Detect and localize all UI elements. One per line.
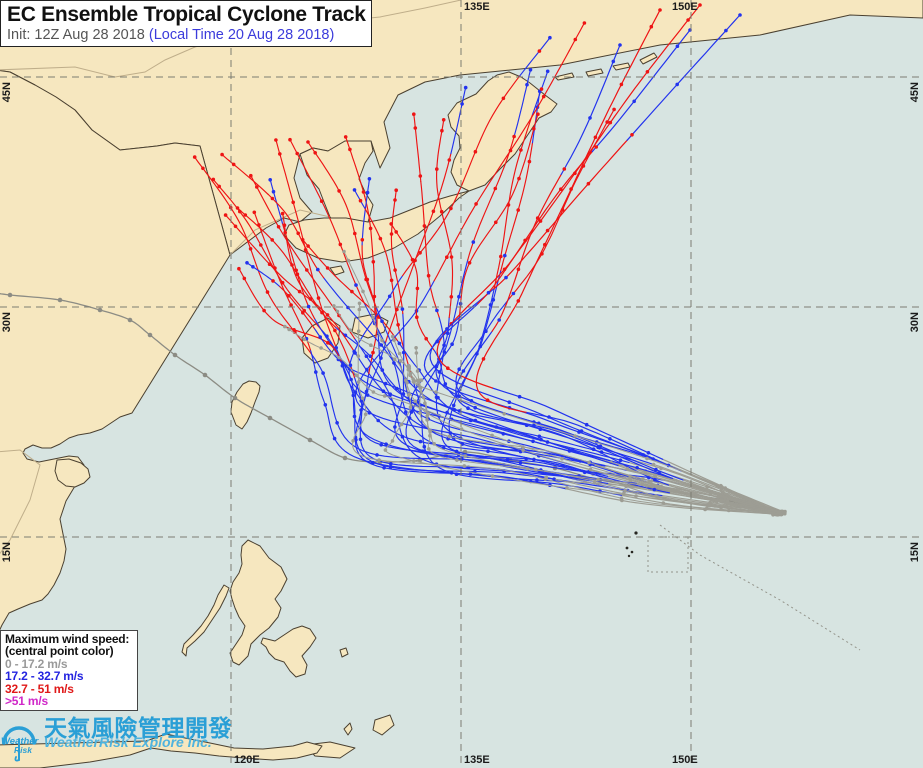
svg-text:30N: 30N bbox=[909, 312, 921, 332]
svg-text:Risk: Risk bbox=[14, 745, 33, 755]
svg-text:150E: 150E bbox=[672, 754, 698, 766]
svg-text:135E: 135E bbox=[464, 1, 490, 13]
svg-text:45N: 45N bbox=[1, 82, 13, 102]
svg-text:15N: 15N bbox=[1, 542, 13, 562]
svg-text:45N: 45N bbox=[909, 82, 921, 102]
svg-text:135E: 135E bbox=[464, 754, 490, 766]
svg-text:150E: 150E bbox=[672, 1, 698, 13]
svg-text:30N: 30N bbox=[1, 312, 13, 332]
svg-text:15N: 15N bbox=[909, 542, 921, 562]
